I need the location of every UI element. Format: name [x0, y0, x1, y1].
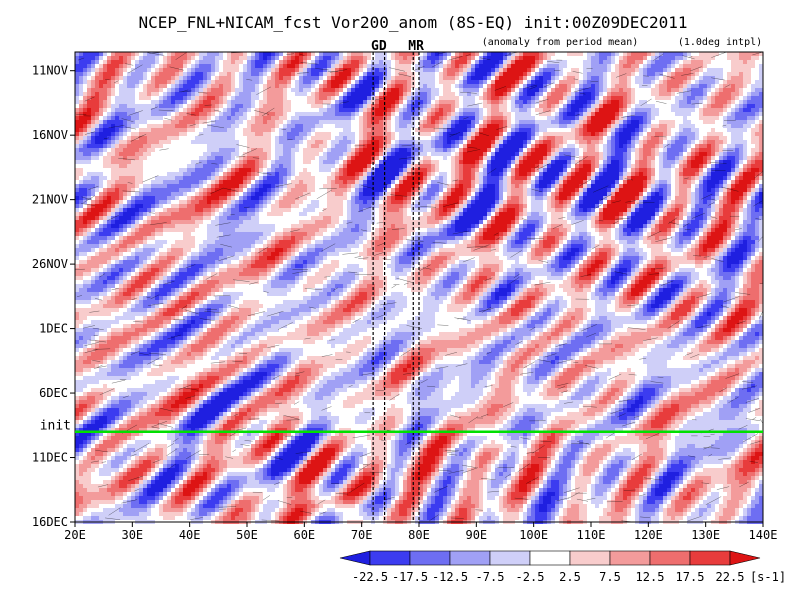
colorbar-tick-label: -22.5 — [352, 570, 388, 584]
colorbar-tick-label: 17.5 — [676, 570, 705, 584]
init-label: init — [40, 419, 71, 434]
colorbar-tick-label: 7.5 — [599, 570, 621, 584]
colorbar-segment — [369, 550, 411, 566]
x-tick-label: 140E — [749, 528, 778, 542]
colorbar-tick-label: 22.5 — [716, 570, 745, 584]
y-tick-label: 1DEC — [39, 322, 68, 336]
x-tick-label: 110E — [577, 528, 606, 542]
chart-subtitle: (anomaly from period mean) — [482, 37, 639, 48]
x-tick-label: 40E — [179, 528, 201, 542]
x-tick-label: 80E — [408, 528, 430, 542]
colorbar-segment — [569, 550, 611, 566]
x-axis: 20E 30E 40E 50E 60E 70E 80E 90E 100E 110E 120E 130E… — [64, 522, 777, 542]
region-label-gd: GD — [371, 39, 387, 54]
colorbar-unit: [s-1] — [750, 570, 786, 584]
x-tick-label: 90E — [465, 528, 487, 542]
x-tick-label: 70E — [351, 528, 373, 542]
x-tick-label: 130E — [691, 528, 720, 542]
y-axis: 11NOV 16NOV 21NOV 26NOV 1DEC 6DEC 11DEC 16DEC — [32, 64, 75, 529]
colorbar-tick-label: -12.5 — [432, 570, 468, 584]
colorbar-tick-label: -2.5 — [516, 570, 545, 584]
contour-lines — [75, 51, 764, 523]
colorbar-segment — [529, 550, 571, 566]
colorbar-segment — [689, 550, 731, 566]
x-tick-label: 100E — [519, 528, 548, 542]
y-tick-label: 6DEC — [39, 386, 68, 400]
y-tick-label: 11DEC — [32, 451, 68, 465]
y-tick-label: 16DEC — [32, 515, 68, 529]
x-tick-label: 120E — [634, 528, 663, 542]
y-tick-label: 11NOV — [32, 64, 68, 78]
colorbar-segment — [449, 550, 491, 566]
colorbar-tick-label: 12.5 — [636, 570, 665, 584]
region-label-mr: MR — [408, 39, 424, 54]
chart-note: (1.0deg intpl) — [678, 37, 762, 48]
colorbar-tick-label: -7.5 — [476, 570, 505, 584]
y-tick-label: 26NOV — [32, 257, 68, 271]
colorbar: -22.5 -17.5 -12.5 -7.5 -2.5 2.5 7.5 12.5 17.5 22.… — [339, 550, 786, 584]
x-tick-label: 20E — [64, 528, 86, 542]
colorbar-segment — [489, 550, 531, 566]
y-tick-label: 16NOV — [32, 128, 68, 142]
plot-overlays: GD MR init — [40, 39, 763, 522]
x-tick-label: 30E — [121, 528, 143, 542]
y-tick-label: 21NOV — [32, 193, 68, 207]
colorbar-max-triangle — [729, 550, 761, 566]
colorbar-tick-label: -17.5 — [392, 570, 428, 584]
vorticity-field — [75, 52, 763, 524]
colorbar-segment — [609, 550, 651, 566]
colorbar-min-triangle — [339, 550, 371, 566]
colorbar-segment — [409, 550, 451, 566]
x-tick-label: 50E — [236, 528, 258, 542]
colorbar-tick-label: 2.5 — [559, 570, 581, 584]
chart-title: NCEP_FNL+NICAM_fcst Vor200_anom (8S-EQ) … — [138, 13, 687, 32]
plot-area — [74, 51, 764, 524]
colorbar-segment — [649, 550, 691, 566]
x-tick-label: 60E — [293, 528, 315, 542]
